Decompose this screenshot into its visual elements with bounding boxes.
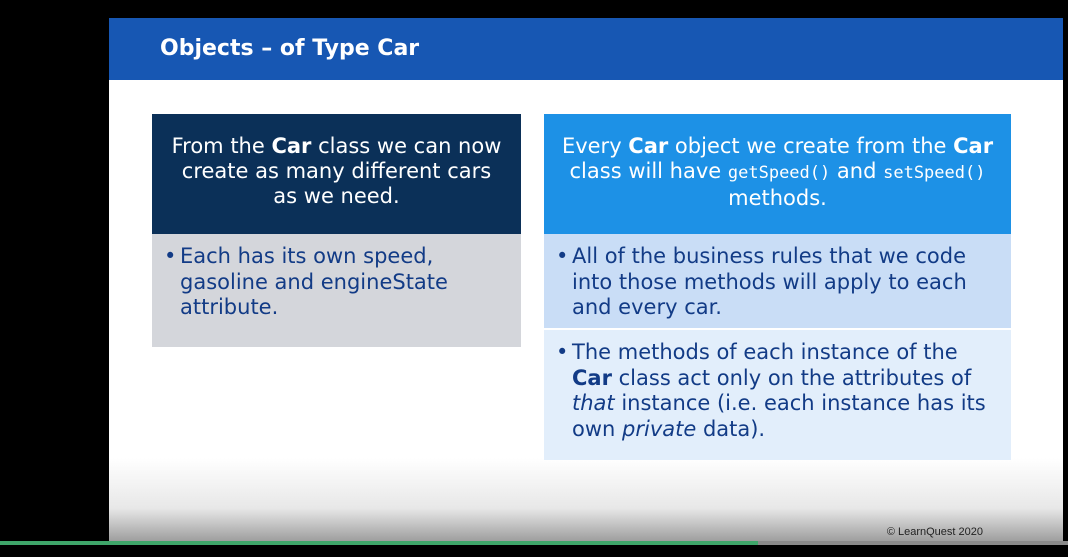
- slide-header: Objects – of Type Car: [109, 18, 1063, 80]
- text-segment: class we can now create as many differen…: [181, 134, 502, 208]
- text-segment: From the: [171, 134, 272, 158]
- emphasis-that: that: [572, 391, 615, 415]
- left-panel-header: From the Car class we can now create as …: [152, 114, 521, 234]
- text-segment: data).: [696, 416, 766, 441]
- text-segment: and: [830, 159, 884, 183]
- video-progress-bar[interactable]: [0, 541, 1068, 545]
- bullet-dot-icon: •: [164, 244, 177, 268]
- text-segment: instance (i.e. each instance has its own: [572, 391, 986, 441]
- bullet-item: • Each has its own speed, gasoline and en…: [164, 244, 513, 321]
- left-panel-header-text: From the Car class we can now create as …: [152, 134, 521, 209]
- text-segment: class will have: [569, 159, 728, 183]
- slide-title: Objects – of Type Car: [160, 36, 420, 61]
- emphasis-private: private: [622, 416, 697, 441]
- bullet-dot-icon: •: [556, 244, 569, 268]
- left-panel-body: • Each has its own speed, gasoline and en…: [152, 234, 521, 347]
- copyright-notice: © LearnQuest 2020: [886, 526, 983, 538]
- text-segment: object we create from the: [668, 134, 954, 158]
- bullet-item: • All of the business rules that we code …: [556, 244, 1003, 321]
- bullet-text: All of the business rules that we code i…: [572, 244, 967, 319]
- text-segment: The methods of each instance of the: [572, 340, 958, 364]
- car-keyword: Car: [271, 134, 312, 158]
- right-panel-body-1: • All of the business rules that we code …: [544, 234, 1011, 328]
- right-panel-header-text: Every Car object we create from the Car …: [544, 134, 1011, 211]
- text-segment: Every: [561, 134, 629, 158]
- code-getspeed: getSpeed(): [727, 163, 831, 183]
- bullet-dot-icon: •: [556, 340, 569, 364]
- text-segment: methods.: [728, 186, 827, 210]
- video-progress-fill: [0, 541, 759, 545]
- bullet-item: • The methods of each instance of the Car…: [556, 340, 1003, 442]
- car-keyword: Car: [628, 134, 669, 158]
- car-keyword: Car: [953, 134, 994, 158]
- right-panel-header: Every Car object we create from the Car …: [544, 114, 1011, 234]
- car-keyword: Car: [572, 365, 612, 390]
- right-panel-body-2: • The methods of each instance of the Car…: [544, 328, 1011, 460]
- slide: Objects – of Type Car From the Car class…: [109, 18, 1063, 543]
- text-segment: class act only on the attributes of: [611, 365, 972, 390]
- bullet-text: Each has its own speed, gasoline and eng…: [180, 244, 448, 319]
- code-setspeed: setSpeed(): [883, 163, 986, 183]
